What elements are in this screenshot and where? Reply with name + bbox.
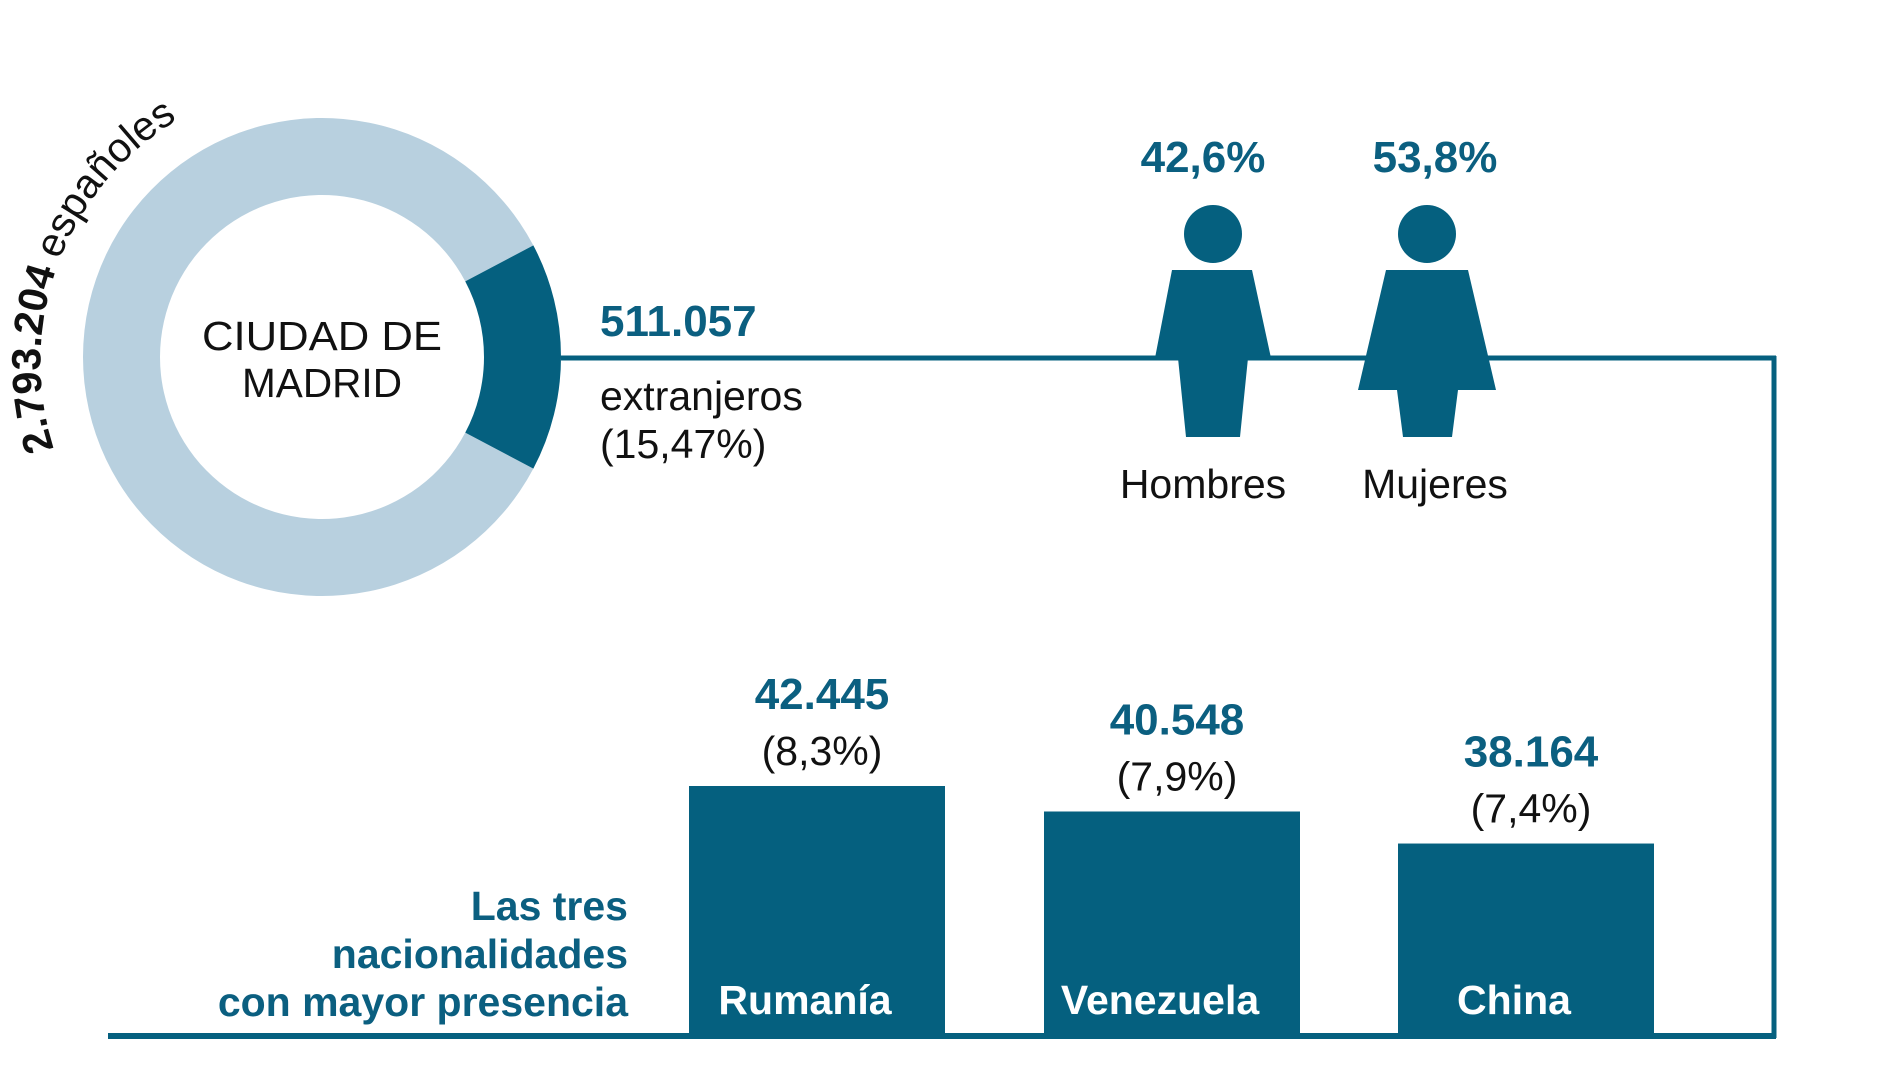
nationalities-title-line3: con mayor presencia — [218, 979, 629, 1025]
nationalities-title-line1: Las tres — [471, 883, 628, 929]
man-icon — [1155, 205, 1271, 437]
donut-segment-foreign — [465, 245, 561, 469]
woman-icon — [1358, 205, 1496, 437]
foreign-label: extranjeros — [600, 373, 803, 419]
bar-pct-label: (7,9%) — [1117, 753, 1238, 799]
bar-category-label: Venezuela — [1061, 977, 1260, 1023]
bar-venezuela — [1044, 811, 1300, 1034]
women-pct: 53,8% — [1373, 133, 1498, 182]
donut-chart — [82, 117, 561, 596]
bar-value-label: 42.445 — [755, 670, 890, 719]
bar-category-label: China — [1457, 977, 1572, 1023]
bar-rumanía — [689, 786, 945, 1034]
bar-category-label: Rumanía — [718, 977, 892, 1023]
women-label: Mujeres — [1362, 461, 1508, 507]
bar-pct-label: (7,4%) — [1471, 786, 1592, 832]
bar-value-label: 38.164 — [1464, 728, 1599, 777]
foreign-count: 511.057 — [600, 297, 757, 346]
men-pct: 42,6% — [1141, 133, 1266, 182]
bar-value-label: 40.548 — [1110, 695, 1245, 744]
bar-china — [1398, 843, 1654, 1034]
donut-center-label-line1: CIUDAD DE — [202, 313, 442, 359]
nationalities-bar-chart: Rumanía 42.445 (8,3%) Venezuela 40.548 (7,9%)… — [689, 670, 1654, 1034]
donut-center-label-line2: MADRID — [242, 360, 402, 406]
donut-segment-spanish — [82, 117, 534, 596]
spanish-count: 2.793.204 — [3, 259, 64, 459]
bar-pct-label: (8,3%) — [762, 728, 883, 774]
nationalities-title-line2: nacionalidades — [332, 931, 628, 977]
foreign-pct: (15,47%) — [600, 421, 766, 467]
men-label: Hombres — [1120, 461, 1286, 507]
